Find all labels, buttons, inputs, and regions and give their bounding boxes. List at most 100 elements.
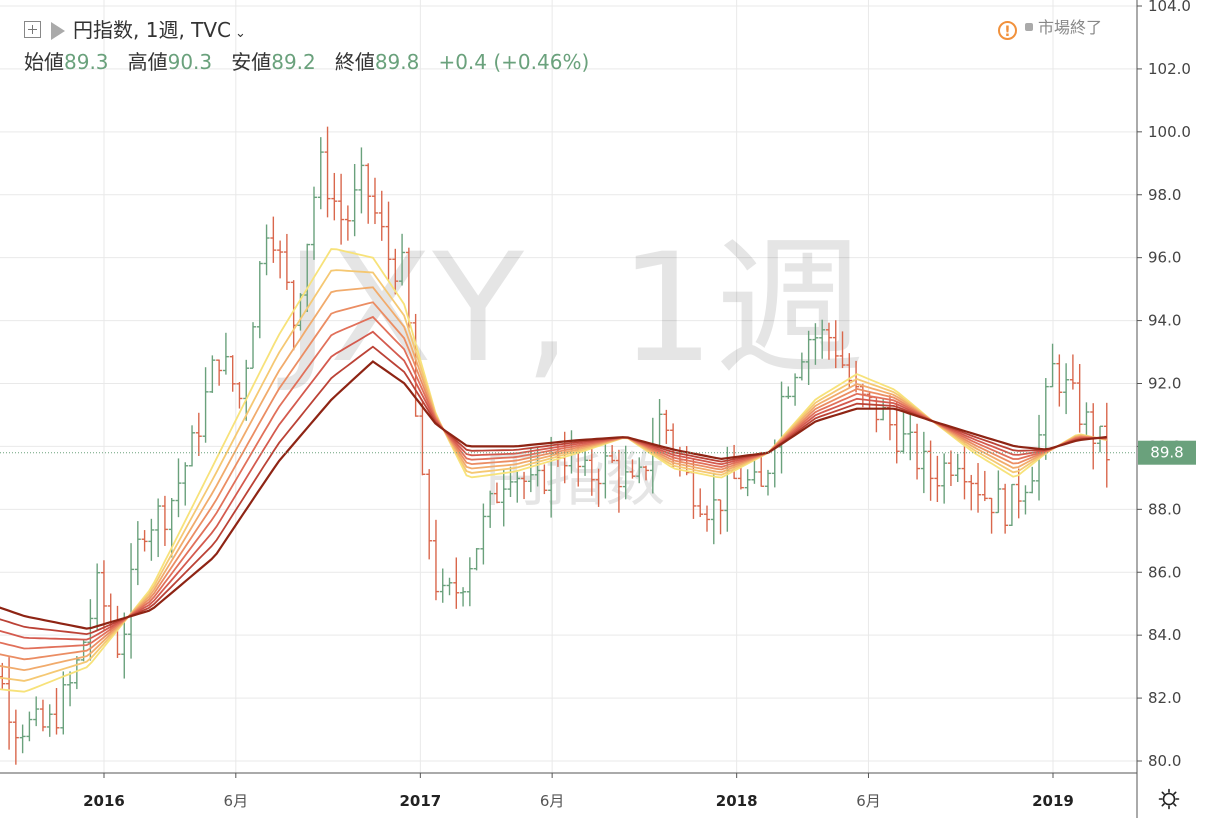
- ma-line: [0, 330, 1107, 641]
- ohlc-bar: [710, 472, 717, 545]
- ohlc-bar: [344, 205, 351, 241]
- ohlc-bar: [33, 696, 40, 727]
- ohlc-bar: [629, 459, 636, 479]
- ohlc-bar: [317, 137, 324, 210]
- ohlc-bar: [46, 704, 53, 737]
- price-axis[interactable]: 80.082.084.086.088.090.092.094.096.098.0…: [1137, 0, 1191, 770]
- ohlc-bar: [100, 560, 107, 630]
- ohlc-bar: [595, 468, 602, 507]
- ohlc-bar: [1029, 466, 1036, 494]
- ohlc-bar: [19, 724, 26, 754]
- ohlc-bar: [988, 497, 995, 534]
- ohlc-bar: [439, 568, 446, 603]
- ohlc-bar: [229, 355, 236, 392]
- ma-line: [0, 360, 1107, 630]
- low-label: 安値: [231, 50, 272, 74]
- ohlc-bar: [392, 248, 399, 295]
- ohlc-bar: [270, 216, 277, 263]
- ohlc-bar: [947, 450, 954, 487]
- price-tick-label: 84.0: [1148, 626, 1181, 644]
- ohlc-bar: [792, 373, 799, 406]
- ohlc-bar: [216, 359, 223, 386]
- close-label: 終値: [334, 50, 375, 74]
- ohlc-bar: [805, 330, 812, 385]
- ohlc-bar: [602, 441, 609, 499]
- ohlc-bar: [358, 147, 365, 214]
- ohlc-bar: [521, 471, 528, 500]
- price-tick-label: 94.0: [1148, 312, 1181, 330]
- ohlc-bar: [703, 505, 710, 532]
- ohlc-bar: [1015, 468, 1022, 519]
- collapse-plus-icon[interactable]: [24, 21, 41, 38]
- price-tick-label: 98.0: [1148, 186, 1181, 204]
- watermark-sub-text: 円指数: [485, 445, 665, 515]
- flag-icon[interactable]: [51, 22, 65, 40]
- ohlc-bar: [182, 462, 189, 506]
- settings-gear-icon[interactable]: [1158, 788, 1180, 810]
- ohlc-bar: [365, 163, 372, 224]
- price-tick-label: 86.0: [1148, 563, 1181, 581]
- time-tick-label: 6月: [856, 792, 881, 810]
- ohlc-bar: [663, 409, 670, 444]
- ohlc-bar: [94, 563, 101, 631]
- chevron-down-icon[interactable]: ⌄: [235, 26, 246, 41]
- high-label: 高値: [127, 50, 168, 74]
- ohlc-bar: [1049, 343, 1056, 388]
- ohlc-bar: [263, 224, 270, 276]
- ohlc-legend: 始値89.3 高値90.3 安値89.2 終値89.8 +0.4 (+0.46%…: [24, 46, 589, 75]
- status-dot-icon: [1025, 23, 1033, 31]
- ma-line: [0, 269, 1107, 682]
- ohlc-bar: [609, 445, 616, 463]
- price-tick-label: 92.0: [1148, 375, 1181, 393]
- ohlc-bar: [514, 471, 521, 503]
- market-status-text: 市場終了: [1038, 18, 1103, 37]
- ohlc-bar: [446, 577, 453, 596]
- ohlc-bar: [812, 323, 819, 365]
- ohlc-bar: [907, 409, 914, 461]
- ohlc-bar: [399, 233, 406, 286]
- last-price-tag-bg: [1138, 440, 1196, 465]
- ohlc-bar: [6, 657, 13, 750]
- ma-line: [0, 248, 1107, 693]
- ohlc-bar: [819, 319, 826, 359]
- ohlc-bar: [134, 521, 141, 586]
- ohlc-bar: [1022, 485, 1029, 515]
- ohlc-bar: [968, 474, 975, 511]
- ohlc-bar: [250, 322, 257, 369]
- last-price-tag: 89.8: [1138, 440, 1196, 465]
- ohlc-bar: [371, 177, 378, 225]
- ohlc-bar: [1063, 363, 1070, 415]
- ohlc-bar: [744, 469, 751, 497]
- ohlc-bar: [846, 353, 853, 387]
- ohlc-bar: [941, 453, 948, 504]
- market-status[interactable]: ! 市場終了: [998, 14, 1102, 40]
- ohlc-bar: [615, 449, 622, 513]
- ohlc-bar: [419, 401, 426, 476]
- ohlc-bar: [785, 386, 792, 399]
- ohlc-bar: [493, 482, 500, 504]
- ohlc-bar: [1083, 402, 1090, 436]
- ohlc-bar: [277, 240, 284, 279]
- time-tick-label: 2019: [1032, 792, 1074, 810]
- warning-icon[interactable]: !: [998, 21, 1017, 40]
- ma-line: [0, 345, 1107, 636]
- symbol-title[interactable]: 円指数, 1週, TVC: [73, 18, 232, 42]
- time-tick-label: 6月: [540, 792, 565, 810]
- time-axis[interactable]: 2016 6月 2017 6月 2018 6月 2019: [83, 773, 1074, 810]
- ohlc-bar: [914, 423, 921, 480]
- price-tick-label: 96.0: [1148, 249, 1181, 267]
- ohlc-bar: [155, 498, 162, 558]
- ohlc-bar: [87, 599, 94, 661]
- ohlc-bar: [338, 173, 345, 245]
- price-tick-label: 88.0: [1148, 500, 1181, 518]
- ohlc-bar: [128, 543, 135, 659]
- ohlc-bar: [141, 530, 148, 552]
- ma-line: [0, 286, 1107, 672]
- ohlc-bar: [12, 709, 19, 765]
- ohlc-bar: [1002, 483, 1009, 534]
- ohlc-bar: [541, 464, 548, 495]
- ohlc-bar: [1008, 483, 1015, 527]
- change-value: +0.4 (+0.46%): [438, 50, 590, 74]
- ma-line: [0, 301, 1107, 661]
